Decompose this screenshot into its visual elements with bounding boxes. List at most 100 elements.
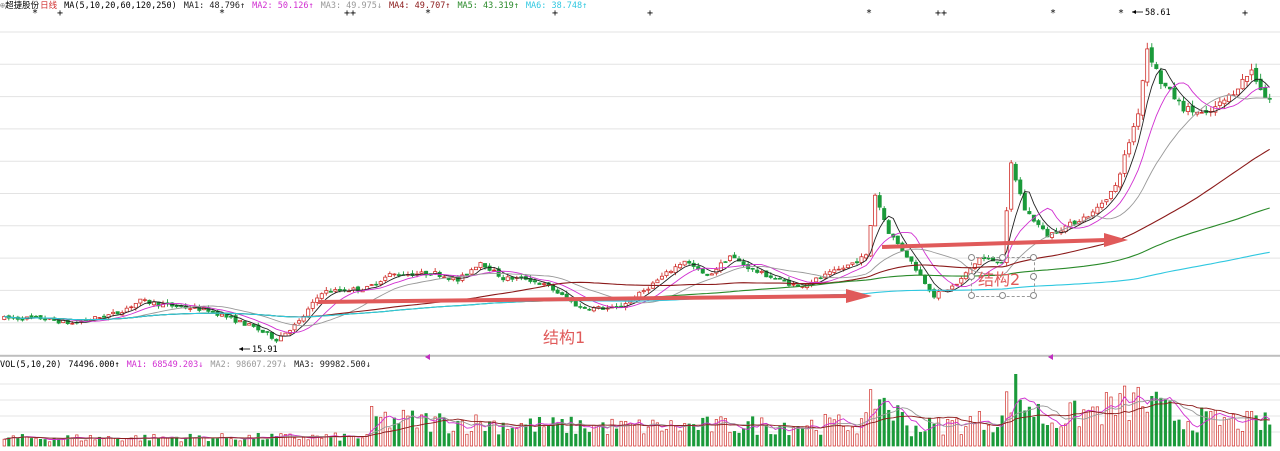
candle-body [1108, 190, 1113, 199]
volume-bar [878, 399, 882, 447]
volume-bar [179, 441, 183, 447]
volume-bar [1141, 406, 1145, 447]
volume-bar [977, 411, 981, 447]
resize-handle[interactable] [999, 254, 1006, 261]
event-marker-icon: * [32, 8, 38, 19]
ma-line-ma3 [4, 94, 1270, 327]
volume-bar [79, 440, 83, 447]
candle-body [886, 220, 891, 234]
candle-body [664, 271, 669, 277]
resize-handle[interactable] [1030, 292, 1037, 299]
candle-body [818, 277, 823, 279]
candle-body [741, 261, 746, 266]
candle-body [791, 283, 796, 286]
candle-body [659, 275, 664, 280]
volume-bar [279, 433, 283, 447]
candle-body [669, 270, 674, 273]
resize-handle[interactable] [968, 292, 975, 299]
volume-bar [1145, 411, 1149, 447]
scroll-marker-left[interactable] [425, 354, 430, 360]
volume-bar [410, 410, 415, 447]
volume-bar [705, 416, 709, 447]
volume-bar [891, 420, 895, 447]
candle-body [419, 271, 424, 274]
volume-bar [420, 414, 424, 447]
candle-body [646, 288, 651, 291]
candle-body [732, 254, 737, 259]
volume-bar [801, 428, 805, 447]
candle-body [705, 273, 710, 276]
volume-bar [229, 438, 233, 447]
structure2-textbox[interactable]: 结构2 [968, 254, 1037, 299]
ma-params: MA(5,10,20,60,120,250) [64, 1, 177, 11]
scroll-marker-right[interactable] [1048, 354, 1053, 360]
volume-bar [1191, 430, 1195, 447]
candle-body [451, 277, 456, 281]
period-label[interactable]: 日线 [40, 1, 58, 11]
volume-bar [1150, 395, 1154, 447]
event-marker-icon: * [1118, 8, 1124, 19]
volume-bar [1186, 421, 1190, 447]
candle-body [832, 269, 837, 273]
volume-bar [596, 425, 600, 447]
volume-bar [982, 429, 986, 447]
volume-bar [959, 434, 963, 447]
volume-bar [719, 416, 723, 447]
volume-bar [537, 417, 542, 447]
candle-body [641, 290, 646, 293]
candle-body [764, 270, 769, 278]
ma2-value: MA2: 50.126↑ [252, 1, 314, 11]
resize-handle[interactable] [968, 254, 975, 261]
candle-body [238, 319, 243, 323]
candle-body [986, 257, 991, 260]
volume-bar [84, 439, 88, 447]
volume-bar [478, 422, 483, 447]
volume-bar [1132, 392, 1136, 447]
volume-ma3-value: MA3: 99982.500↓ [294, 360, 371, 370]
resize-handle[interactable] [1030, 254, 1037, 261]
volume-bar [1113, 415, 1118, 447]
candle-body [927, 283, 932, 292]
volume-bar [215, 437, 219, 447]
structure1-label: 结构1 [543, 328, 586, 347]
candle-body [873, 194, 878, 227]
volume-bar [841, 426, 845, 447]
volume-bar [75, 434, 79, 447]
volume-header: VOL(5,10,20) 74496.000↑ MA1: 68549.203↓ … [0, 359, 371, 371]
volume-bar [1127, 420, 1131, 447]
volume-bar [261, 439, 265, 447]
volume-bar [456, 420, 460, 447]
volume-bar [873, 408, 877, 447]
event-marker-icon: + [57, 8, 63, 19]
resize-handle[interactable] [999, 292, 1006, 299]
volume-bar [152, 434, 156, 447]
volume-bar [605, 434, 610, 447]
volume-bar [1218, 424, 1222, 447]
candle-body [297, 320, 302, 324]
resize-handle[interactable] [968, 273, 975, 280]
candle-body [129, 306, 134, 309]
candle-body [324, 290, 329, 294]
volume-bar [125, 438, 129, 447]
volume-bar [968, 416, 972, 447]
volume-bar [619, 420, 623, 447]
volume-bar [193, 437, 197, 447]
volume-bar [424, 413, 428, 447]
resize-handle[interactable] [1030, 273, 1037, 280]
volume-bar [642, 433, 646, 447]
candle-body [782, 279, 787, 282]
candle-body [1090, 211, 1095, 217]
volume-bar [1236, 428, 1240, 447]
volume-bar [524, 424, 528, 447]
candle-body [555, 289, 560, 294]
volume-bar [1082, 409, 1086, 447]
volume-bar [986, 424, 991, 447]
volume-bar [1163, 398, 1167, 447]
structure1-arrow [317, 289, 872, 304]
volume-bar [102, 438, 106, 447]
volume-bar [905, 425, 909, 447]
candle-body [913, 261, 918, 271]
volume-bar [655, 422, 659, 447]
candle-body [582, 307, 587, 309]
